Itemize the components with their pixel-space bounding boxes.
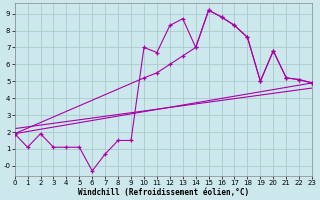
X-axis label: Windchill (Refroidissement éolien,°C): Windchill (Refroidissement éolien,°C) — [78, 188, 249, 197]
